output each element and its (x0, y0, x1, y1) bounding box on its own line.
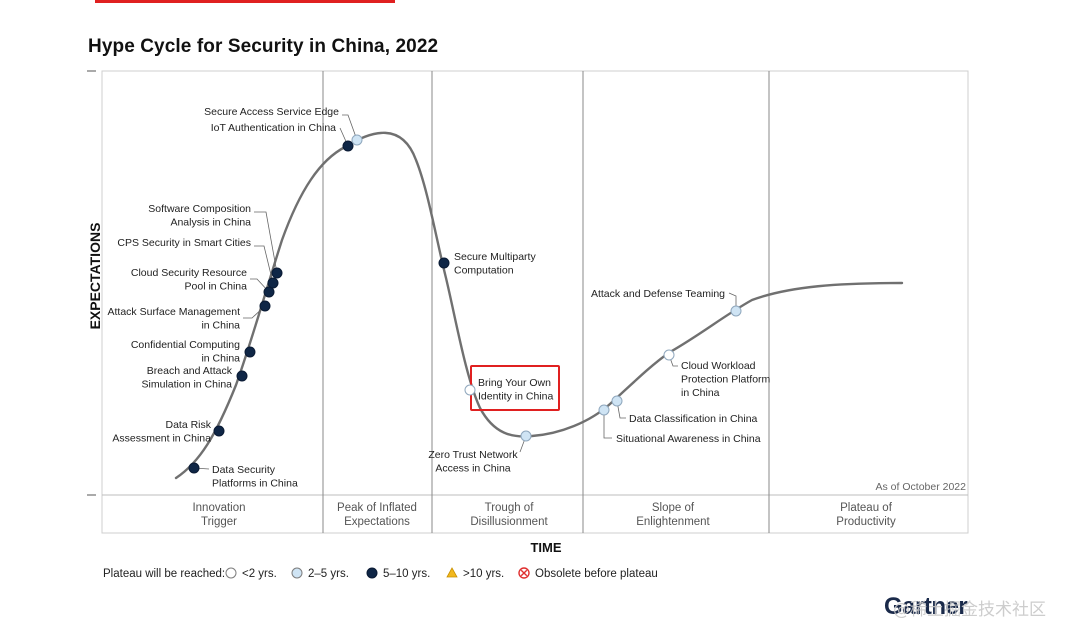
label-data-classification-in-china: Data Classification in China (629, 413, 758, 425)
marker-zero-trust-network-access-in-china (520, 430, 532, 442)
leader-cps-security-in-smart-cities (254, 245, 274, 284)
legend-gt10-label: >10 yrs. (463, 568, 504, 580)
label-secure-multiparty-computation-line-1: Secure Multiparty (454, 251, 536, 263)
marker-attack-and-defense-teaming (730, 305, 742, 317)
top-accent-bar (95, 0, 395, 3)
label-breach-and-attack-simulation-in-china-line-1: Breach and Attack (147, 365, 233, 377)
marker-data-risk-assessment-in-china (213, 425, 225, 437)
marker-data-security-platforms-in-china (188, 462, 200, 474)
label-situational-awareness-in-china: Situational Awareness in China (616, 433, 761, 445)
leader-secure-access-service-edge (342, 114, 358, 141)
label-data-security-platforms-in-china-line-1: Data Security (212, 464, 276, 476)
leader-cloud-security-resource-pool-in-china (250, 278, 270, 293)
phase-label-peak-of-inflated-expectations: Peak of Inflated (337, 502, 417, 514)
label-zero-trust-network-access-in-china-line-1: Zero Trust Network (428, 449, 518, 461)
label-zero-trust-network-access-in-china-line-2: Access in China (435, 463, 510, 475)
as-of-note: As of October 2022 (876, 481, 967, 493)
label-breach-and-attack-simulation-in-china-line-2: Simulation in China (142, 379, 233, 391)
label-bring-your-own-identity-in-china-line-2: Identity in China (478, 391, 553, 403)
label-cps-security-in-smart-cities: CPS Security in Smart Cities (117, 237, 251, 249)
phase-label-trough-of-disillusionment: Disillusionment (470, 516, 548, 528)
legend-lt2-icon (225, 567, 237, 579)
marker-secure-multiparty-computation (438, 257, 450, 269)
marker-attack-surface-management-in-china (259, 300, 271, 312)
label-secure-multiparty-computation-line-2: Computation (454, 265, 514, 277)
marker-software-composition-analysis-in-china (271, 267, 283, 279)
marker-data-classification-in-china (611, 395, 623, 407)
label-cloud-security-resource-pool-in-china-line-1: Cloud Security Resource (131, 267, 247, 279)
label-cloud-workload-protection-platform-in-china-line-2: Protection Platform (681, 374, 771, 386)
label-cloud-security-resource-pool-in-china-line-2: Pool in China (185, 281, 248, 293)
marker-bring-your-own-identity-in-china (464, 384, 476, 396)
legend-gt10-icon (446, 567, 458, 578)
y-axis-title: EXPECTATIONS (87, 223, 103, 330)
label-software-composition-analysis-in-china-line-1: Software Composition (148, 203, 251, 215)
chart-frame (101, 70, 969, 534)
legend-lt2-label: <2 yrs. (242, 568, 277, 580)
marker-cloud-security-resource-pool-in-china (263, 286, 275, 298)
label-attack-surface-management-in-china-line-2: in China (201, 320, 240, 332)
label-bring-your-own-identity-in-china-line-1: Bring Your Own (478, 377, 551, 389)
label-attack-and-defense-teaming: Attack and Defense Teaming (591, 288, 725, 300)
phase-label-peak-of-inflated-expectations: Expectations (344, 516, 410, 528)
legend-2to5-icon (291, 567, 303, 579)
marker-situational-awareness-in-china (598, 404, 610, 416)
legend-title: Plateau will be reached: (103, 568, 225, 580)
x-axis-title: TIME (530, 540, 561, 555)
marker-cps-security-in-smart-cities (267, 277, 279, 289)
label-confidential-computing-in-china-line-2: in China (201, 353, 240, 365)
leader-situational-awareness-in-china (603, 410, 612, 439)
phase-label-innovation-trigger: Innovation (192, 502, 245, 514)
watermark: @稀土掘金技术社区 (893, 600, 1046, 620)
legend-2to5-label: 2–5 yrs. (308, 568, 349, 580)
phase-label-slope-of-enlightenment: Enlightenment (636, 516, 710, 528)
phase-label-innovation-trigger: Trigger (201, 516, 237, 528)
marker-cloud-workload-protection-platform-in-china (663, 349, 675, 361)
phase-label-slope-of-enlightenment: Slope of (652, 502, 695, 514)
label-attack-surface-management-in-china-line-1: Attack Surface Management (108, 306, 241, 318)
leader-data-classification-in-china (616, 400, 626, 419)
legend-5to10-icon (366, 567, 378, 579)
phase-label-plateau-of-productivity: Plateau of (840, 502, 893, 514)
marker-breach-and-attack-simulation-in-china (236, 370, 248, 382)
label-data-risk-assessment-in-china-line-1: Data Risk (165, 419, 211, 431)
chart-title: Hype Cycle for Security in China, 2022 (88, 36, 439, 57)
label-data-risk-assessment-in-china-line-2: Assessment in China (112, 433, 211, 445)
label-confidential-computing-in-china-line-1: Confidential Computing (131, 339, 240, 351)
legend-obsolete-label: Obsolete before plateau (535, 568, 658, 580)
label-cloud-workload-protection-platform-in-china-line-1: Cloud Workload (681, 360, 756, 372)
label-secure-access-service-edge: Secure Access Service Edge (204, 106, 339, 118)
marker-confidential-computing-in-china (244, 346, 256, 358)
legend-5to10-label: 5–10 yrs. (383, 568, 430, 580)
label-cloud-workload-protection-platform-in-china-line-3: in China (681, 387, 720, 399)
leader-attack-surface-management-in-china (243, 305, 266, 319)
label-software-composition-analysis-in-china-line-2: Analysis in China (170, 217, 251, 229)
legend-obsolete-cross (520, 569, 528, 577)
phase-label-trough-of-disillusionment: Trough of (485, 502, 535, 514)
label-iot-authentication-in-china: IoT Authentication in China (211, 122, 336, 134)
phase-label-plateau-of-productivity: Productivity (836, 516, 896, 528)
leader-software-composition-analysis-in-china (254, 211, 278, 274)
marker-secure-access-service-edge (351, 134, 363, 146)
marker-iot-authentication-in-china (342, 140, 354, 152)
label-data-security-platforms-in-china-line-2: Platforms in China (212, 478, 298, 490)
hype-curve (174, 131, 904, 480)
gartner-logo: Gartner (884, 593, 968, 620)
